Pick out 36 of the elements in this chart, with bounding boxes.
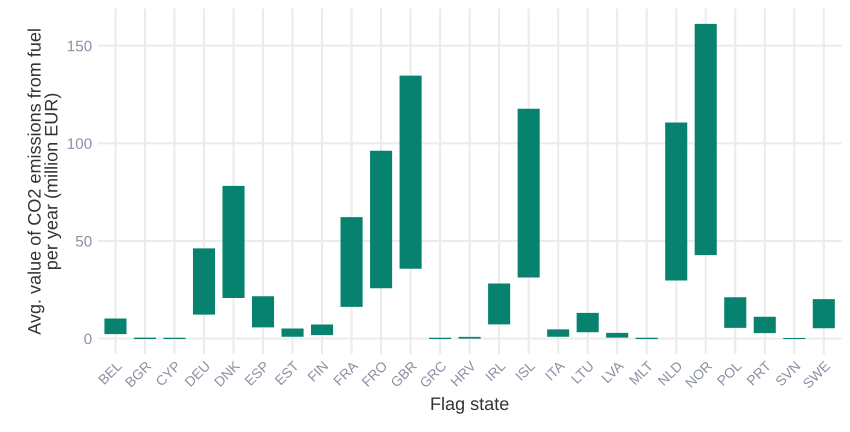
- y-tick-label: 50: [76, 236, 92, 247]
- x-tick-label: LVA: [601, 360, 624, 384]
- bar: [547, 329, 570, 337]
- x-tick-label: ITA: [544, 360, 566, 381]
- x-tick-label: CYP: [155, 360, 182, 387]
- x-tick-label: IRL: [485, 360, 506, 382]
- bar: [665, 122, 688, 280]
- bar: [370, 150, 392, 288]
- bar: [694, 24, 717, 256]
- x-tick-label: BEL: [98, 360, 122, 385]
- y-tick-label: 0: [84, 333, 92, 344]
- x-axis-title: Flag state: [431, 396, 508, 414]
- bar: [812, 299, 835, 328]
- bar: [754, 316, 776, 334]
- x-tick-label: FRA: [333, 360, 359, 386]
- y-tick-label: 100: [68, 138, 92, 150]
- y-tick-label: 150: [68, 40, 92, 52]
- bar: [281, 328, 304, 337]
- x-tick-label: POL: [716, 360, 742, 386]
- bar: [724, 297, 746, 328]
- bar: [488, 284, 510, 324]
- bar: [400, 76, 422, 269]
- x-tick-label: FIN: [307, 360, 328, 382]
- bar: [606, 332, 628, 338]
- bar: [192, 248, 216, 315]
- bar: [576, 312, 599, 332]
- bar: [104, 318, 127, 334]
- x-tick-label: LTU: [571, 360, 594, 384]
- bar: [311, 324, 334, 336]
- bar: [222, 186, 245, 298]
- y-axis-title: Avg. value of CO2 emissions from fuel per year (million EUR): [27, 29, 62, 335]
- bar: [340, 217, 363, 307]
- bar: [252, 296, 274, 328]
- x-tick-label: NLD: [658, 360, 683, 386]
- bar: [518, 108, 540, 278]
- x-tick-label: ISL: [515, 360, 536, 381]
